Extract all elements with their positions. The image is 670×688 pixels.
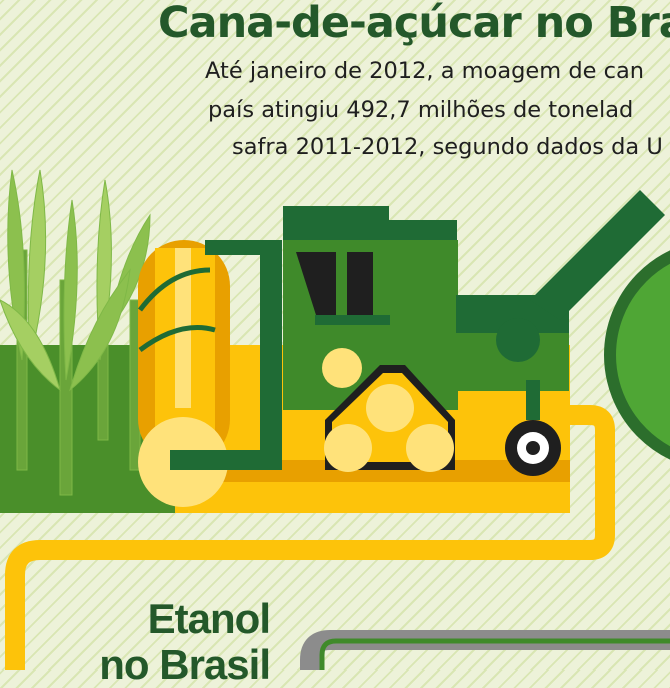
- wheel-icon: [505, 420, 561, 476]
- page-title: Cana-de-açúcar no Bra: [158, 0, 670, 48]
- trailer-icon: [604, 250, 670, 460]
- railway-icon: [300, 630, 670, 670]
- subtitle-line-1: Até janeiro de 2012, a moagem de can: [205, 58, 645, 84]
- section-title-line-2: no Brasil: [99, 641, 271, 688]
- sugarcane-plants-icon: [0, 169, 151, 496]
- subtitle-line-3: safra 2011-2012, segundo dados da U: [232, 134, 663, 160]
- section-title-line-1: Etanol: [147, 595, 271, 642]
- section-title: Etanol no Brasil: [99, 595, 271, 688]
- track-icon: [322, 348, 455, 472]
- subtitle-line-2: país atingiu 492,7 milhões de tonelad: [208, 97, 634, 123]
- conveyor-path-icon: [5, 405, 615, 670]
- cutter-roller-icon: [138, 240, 230, 507]
- harvest-illustration: [0, 169, 670, 670]
